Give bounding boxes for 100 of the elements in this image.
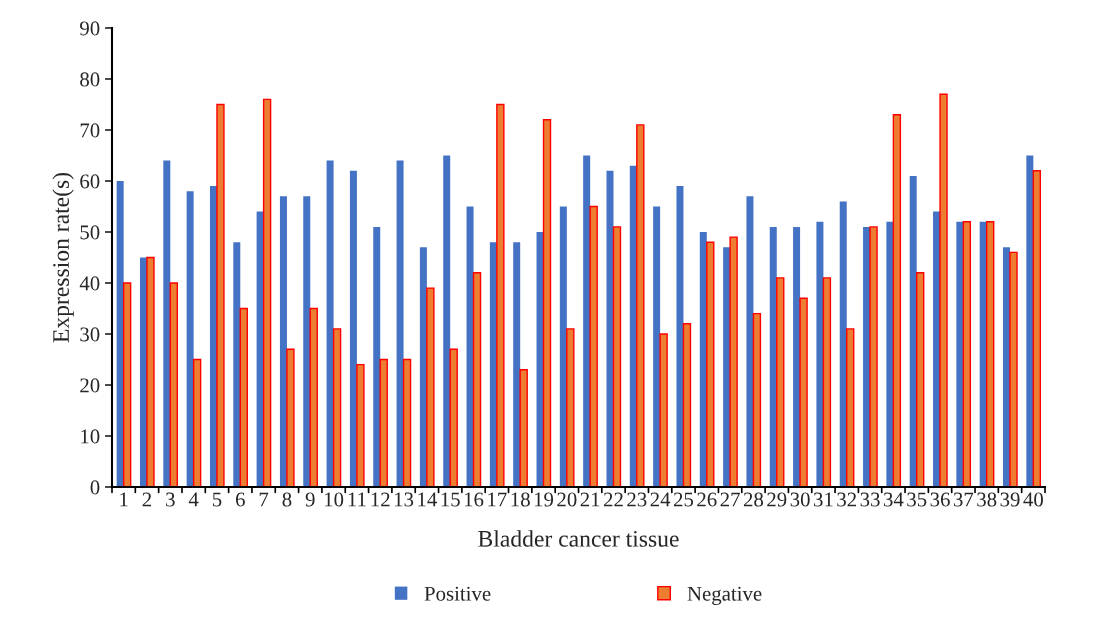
x-tick-label: 39 bbox=[1000, 492, 1020, 507]
bar bbox=[309, 307, 318, 487]
x-tick-label: 40 bbox=[1023, 492, 1043, 507]
x-tick-label: 30 bbox=[790, 492, 810, 507]
bar bbox=[116, 181, 124, 487]
bar bbox=[496, 103, 505, 487]
bar bbox=[956, 221, 964, 487]
bar bbox=[846, 328, 855, 487]
bar bbox=[169, 282, 179, 487]
bar bbox=[472, 272, 482, 487]
x-tick-label: 17 bbox=[488, 492, 507, 507]
x-tick-label: 3 bbox=[166, 492, 175, 507]
y-tick-label: 80 bbox=[80, 72, 100, 87]
bar bbox=[816, 221, 824, 487]
bar bbox=[233, 242, 241, 487]
x-tick-label: 26 bbox=[697, 492, 717, 507]
bar bbox=[192, 358, 202, 487]
bar bbox=[916, 272, 925, 487]
bar bbox=[776, 277, 785, 487]
bar bbox=[356, 363, 365, 487]
bar bbox=[612, 226, 622, 487]
bar bbox=[402, 358, 412, 487]
y-tick-label: 60 bbox=[80, 174, 100, 189]
bar bbox=[542, 119, 552, 487]
x-tick-label: 13 bbox=[394, 492, 414, 507]
x-tick-label: 25 bbox=[673, 492, 694, 507]
x-tick-label: 11 bbox=[348, 492, 366, 507]
x-tick-label: 24 bbox=[650, 492, 671, 507]
bar bbox=[146, 256, 155, 487]
y-tick-label: 50 bbox=[80, 225, 100, 240]
x-tick-label: 2 bbox=[142, 492, 152, 507]
y-tick-label: 70 bbox=[80, 123, 100, 138]
x-tick-label: 35 bbox=[907, 492, 927, 507]
x-tick-label: 7 bbox=[259, 492, 269, 507]
bar bbox=[349, 170, 357, 487]
x-tick-label: 34 bbox=[883, 492, 904, 507]
bar bbox=[752, 312, 762, 487]
x-tick-label: 21 bbox=[580, 492, 600, 507]
bar bbox=[513, 242, 521, 487]
x-tick-label: 38 bbox=[977, 492, 997, 507]
bar bbox=[659, 333, 668, 487]
bar bbox=[706, 241, 715, 487]
bar bbox=[676, 186, 684, 487]
bar bbox=[729, 236, 738, 487]
bar bbox=[746, 196, 754, 487]
bar bbox=[606, 170, 614, 487]
bar bbox=[443, 155, 451, 487]
bar bbox=[1026, 155, 1034, 487]
x-tick-label: 37 bbox=[953, 492, 974, 507]
bar bbox=[332, 328, 342, 487]
bar bbox=[566, 328, 575, 487]
x-tick-label: 33 bbox=[860, 492, 880, 507]
bar bbox=[239, 307, 248, 487]
bar bbox=[839, 201, 847, 487]
bar bbox=[379, 358, 388, 487]
bar bbox=[279, 196, 287, 487]
bar bbox=[939, 93, 948, 487]
bar bbox=[519, 369, 528, 487]
legend-label: Positive bbox=[424, 586, 491, 601]
bar bbox=[909, 175, 917, 487]
bar bbox=[326, 160, 334, 487]
bar bbox=[985, 221, 995, 487]
bar bbox=[822, 277, 832, 487]
bar bbox=[682, 323, 692, 487]
x-tick-label: 10 bbox=[325, 492, 344, 507]
y-axis-title: Expression rate(s) bbox=[52, 172, 74, 343]
x-tick-label: 19 bbox=[534, 492, 554, 507]
y-tick-label: 90 bbox=[80, 21, 100, 36]
bar bbox=[869, 226, 878, 487]
x-tick-label: 36 bbox=[930, 492, 950, 507]
bar bbox=[216, 103, 225, 487]
y-tick-label: 30 bbox=[80, 327, 100, 342]
bar bbox=[426, 287, 435, 487]
bar bbox=[373, 226, 381, 487]
bar bbox=[163, 160, 171, 487]
x-tick-label: 9 bbox=[305, 492, 315, 507]
bar bbox=[262, 98, 272, 487]
bar bbox=[1009, 251, 1018, 487]
bar bbox=[886, 221, 894, 487]
x-tick-label: 27 bbox=[720, 492, 740, 507]
x-tick-label: 15 bbox=[441, 492, 460, 507]
x-tick-label: 5 bbox=[212, 492, 222, 507]
bar bbox=[589, 205, 598, 487]
x-tick-label: 4 bbox=[188, 492, 199, 507]
y-tick-label: 20 bbox=[80, 378, 100, 393]
bar bbox=[892, 114, 902, 487]
bar bbox=[286, 348, 295, 487]
bar bbox=[799, 297, 808, 487]
y-tick-label: 40 bbox=[79, 276, 100, 291]
x-tick-label: 16 bbox=[464, 492, 484, 507]
bar bbox=[559, 206, 567, 487]
bar bbox=[653, 206, 661, 487]
x-tick-label: 32 bbox=[837, 492, 857, 507]
y-tick-label: 0 bbox=[90, 480, 100, 495]
x-tick-label: 14 bbox=[418, 492, 437, 507]
x-tick-label: 22 bbox=[603, 492, 623, 507]
bar bbox=[962, 221, 972, 487]
x-tick-label: 28 bbox=[743, 492, 764, 507]
bar bbox=[636, 124, 645, 487]
x-tick-label: 12 bbox=[371, 492, 390, 507]
